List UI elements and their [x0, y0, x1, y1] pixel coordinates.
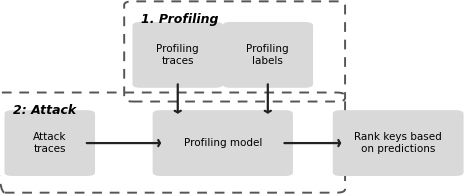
Text: Profiling
traces: Profiling traces: [156, 44, 199, 66]
Text: Profiling model: Profiling model: [183, 138, 262, 148]
FancyBboxPatch shape: [333, 110, 464, 176]
Text: Attack
traces: Attack traces: [33, 132, 66, 154]
Text: Profiling
labels: Profiling labels: [246, 44, 289, 66]
FancyBboxPatch shape: [153, 110, 293, 176]
FancyBboxPatch shape: [4, 110, 95, 176]
FancyBboxPatch shape: [132, 22, 223, 88]
Text: Rank keys based
on predictions: Rank keys based on predictions: [354, 132, 442, 154]
Text: 1. Profiling: 1. Profiling: [141, 13, 219, 26]
Text: 2: Attack: 2: Attack: [13, 104, 76, 117]
FancyBboxPatch shape: [222, 22, 313, 88]
